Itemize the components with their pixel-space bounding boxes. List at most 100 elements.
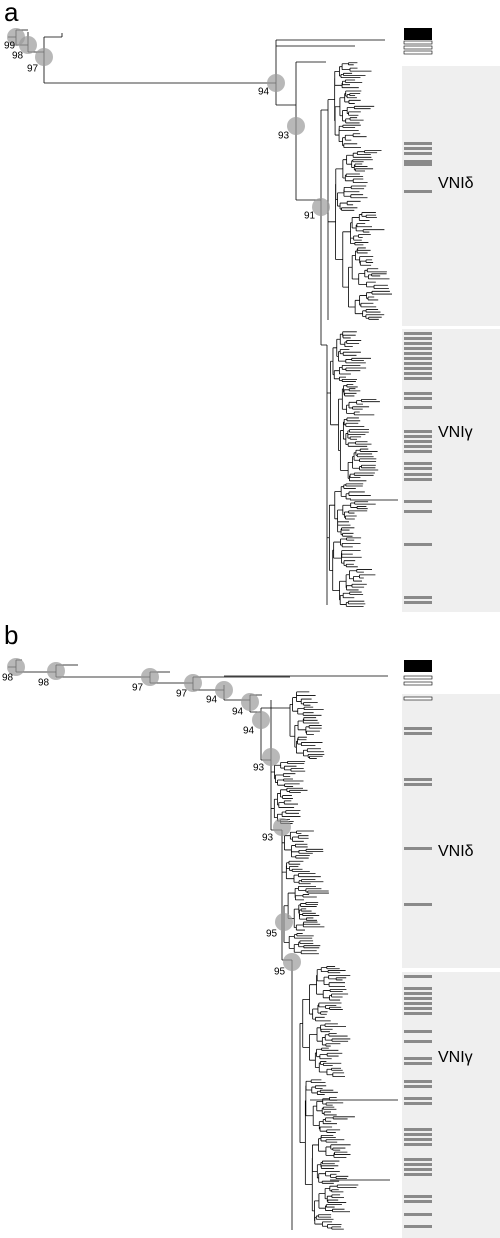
- clade-panel: [402, 66, 500, 326]
- isolate-marker: [404, 31, 432, 34]
- isolate-marker: [404, 1195, 432, 1198]
- isolate-marker: [404, 332, 432, 335]
- isolate-marker: [403, 696, 433, 701]
- isolate-marker: [404, 500, 432, 503]
- isolate-marker: [404, 440, 432, 443]
- isolate-marker: [404, 543, 432, 546]
- isolate-marker: [404, 462, 432, 465]
- node-marker: [215, 681, 233, 699]
- bootstrap-value: 98: [12, 51, 24, 62]
- clade-panel: [402, 329, 500, 612]
- isolate-marker: [404, 1128, 432, 1131]
- isolate-marker: [404, 152, 432, 155]
- bootstrap-value: 94: [258, 87, 270, 98]
- clade-label: VNIδ: [438, 175, 474, 192]
- bootstrap-value: 94: [232, 707, 244, 718]
- isolate-marker: [403, 45, 433, 50]
- isolate-marker: [404, 1163, 432, 1166]
- isolate-marker: [404, 37, 432, 40]
- bootstrap-value: 98: [2, 673, 14, 684]
- clade-label: VNIδ: [438, 843, 474, 860]
- isolate-marker: [404, 337, 432, 340]
- isolate-marker: [404, 1213, 432, 1216]
- node-marker: [273, 818, 291, 836]
- bootstrap-value: 95: [266, 929, 278, 940]
- isolate-marker: [404, 163, 432, 166]
- node-marker: [262, 748, 280, 766]
- node-marker: [241, 693, 259, 711]
- isolate-marker: [404, 377, 432, 380]
- isolate-marker: [404, 660, 432, 663]
- clade-panel: [402, 694, 500, 968]
- node-marker: [184, 674, 202, 692]
- node-marker: [252, 711, 270, 729]
- bootstrap-value: 94: [206, 695, 218, 706]
- node-marker: [47, 662, 65, 680]
- isolate-marker: [404, 142, 432, 145]
- bootstrap-value: 93: [278, 131, 290, 142]
- isolate-marker: [404, 372, 432, 375]
- bootstrap-value: 97: [27, 64, 39, 75]
- bootstrap-value: 94: [243, 726, 255, 737]
- isolate-marker: [404, 510, 432, 513]
- isolate-marker: [404, 342, 432, 345]
- isolate-marker: [404, 473, 432, 476]
- isolate-marker: [404, 783, 432, 786]
- node-marker: [19, 36, 37, 54]
- isolate-marker: [404, 367, 432, 370]
- bootstrap-value: 97: [176, 689, 188, 700]
- isolate-marker: [404, 987, 432, 990]
- isolate-marker: [404, 362, 432, 365]
- isolate-marker: [404, 847, 432, 850]
- isolate-marker: [404, 347, 432, 350]
- isolate-marker: [404, 778, 432, 781]
- isolate-marker: [404, 28, 432, 31]
- isolate-marker: [404, 450, 432, 453]
- isolate-marker: [404, 1168, 432, 1171]
- isolate-marker: [404, 34, 432, 37]
- clade-label: VNIγ: [438, 424, 473, 441]
- isolate-marker: [404, 467, 432, 470]
- bootstrap-value: 93: [253, 763, 265, 774]
- isolate-marker: [404, 478, 432, 481]
- isolate-marker: [404, 357, 432, 360]
- isolate-marker: [404, 445, 432, 448]
- panel-label: a: [4, 0, 19, 27]
- isolate-marker: [404, 392, 432, 395]
- bootstrap-value: 91: [304, 211, 316, 222]
- isolate-marker: [403, 675, 433, 680]
- isolate-marker: [404, 1158, 432, 1161]
- isolate-marker: [404, 732, 432, 735]
- isolate-marker: [404, 666, 432, 669]
- node-marker: [312, 198, 330, 216]
- isolate-marker: [404, 1138, 432, 1141]
- node-marker: [283, 953, 301, 971]
- isolate-marker: [404, 190, 432, 193]
- panel-label: b: [4, 620, 18, 650]
- isolate-marker: [404, 352, 432, 355]
- isolate-marker: [403, 50, 433, 55]
- node-marker: [287, 117, 305, 135]
- isolate-marker: [404, 1133, 432, 1136]
- isolate-marker: [404, 1102, 432, 1105]
- bootstrap-value: 95: [274, 967, 286, 978]
- isolate-marker: [404, 406, 432, 409]
- isolate-marker: [404, 669, 432, 672]
- node-marker: [267, 74, 285, 92]
- bootstrap-value: 93: [262, 833, 274, 844]
- isolate-marker: [403, 681, 433, 686]
- isolate-marker: [404, 147, 432, 150]
- isolate-marker: [404, 663, 432, 666]
- isolate-marker: [404, 1143, 432, 1146]
- isolate-marker: [404, 1225, 432, 1228]
- isolate-marker: [404, 1062, 432, 1065]
- tree: [8, 29, 398, 1230]
- isolate-marker: [404, 992, 432, 995]
- isolate-marker: [404, 1040, 432, 1043]
- isolate-marker: [404, 1012, 432, 1015]
- isolate-marker: [404, 596, 432, 599]
- branches: [8, 29, 398, 1230]
- isolate-marker: [404, 975, 432, 978]
